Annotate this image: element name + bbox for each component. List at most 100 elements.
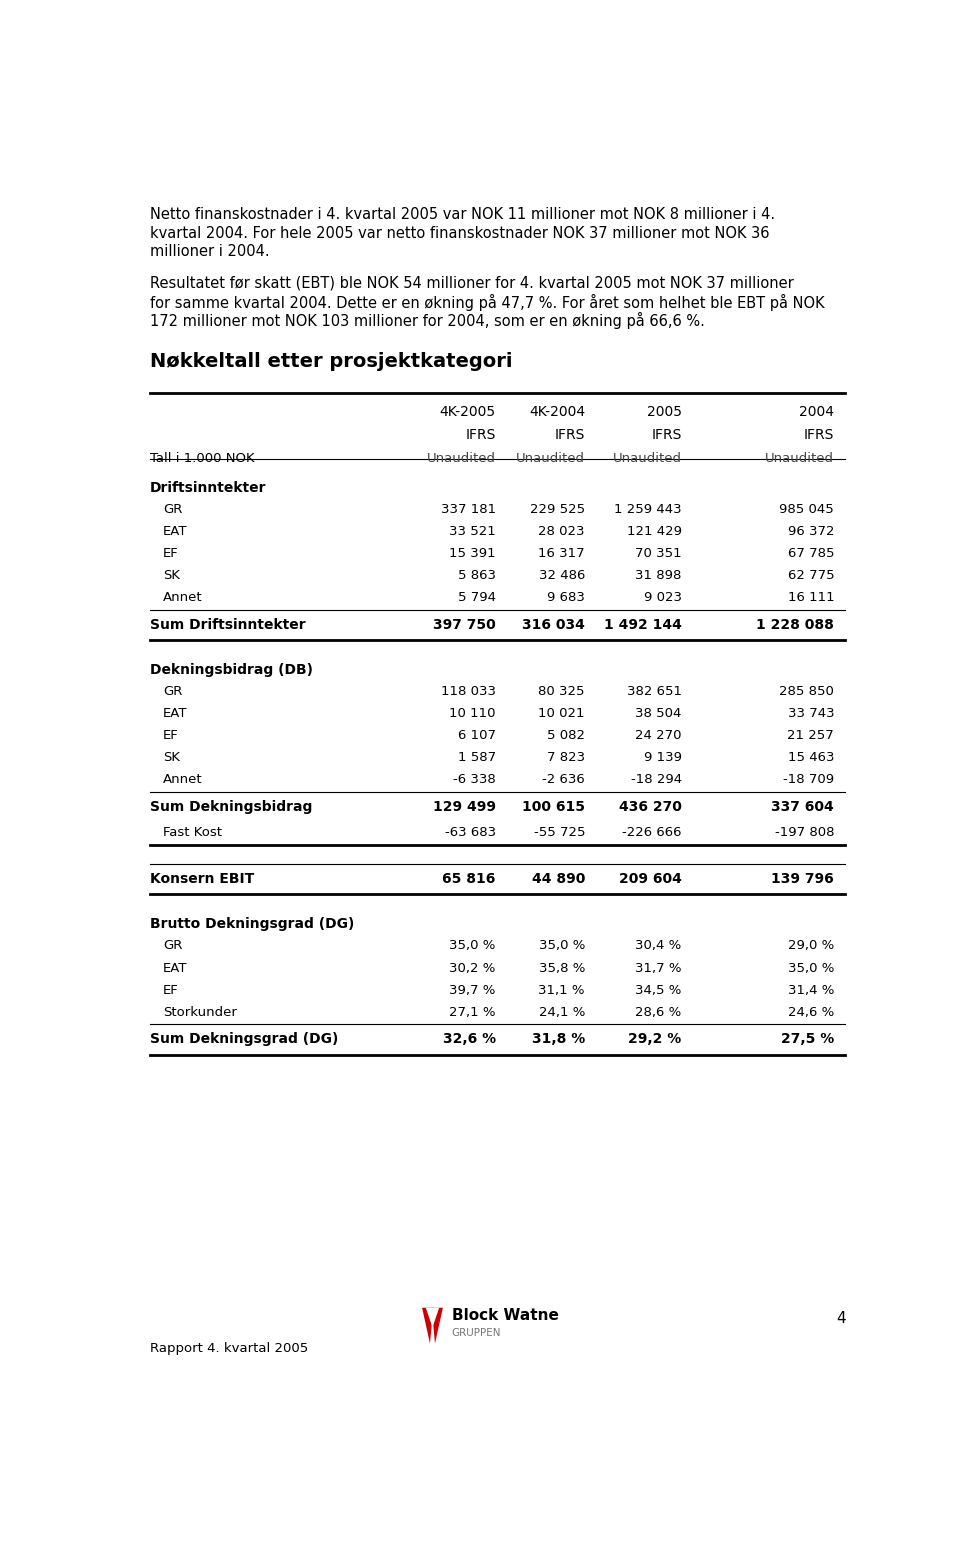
Text: Block Watne: Block Watne xyxy=(452,1307,559,1323)
Text: 35,8 %: 35,8 % xyxy=(539,962,585,975)
Text: 33 521: 33 521 xyxy=(449,524,495,538)
Text: IFRS: IFRS xyxy=(555,429,585,442)
Text: EF: EF xyxy=(163,729,179,743)
Text: 29,2 %: 29,2 % xyxy=(629,1032,682,1046)
Text: 67 785: 67 785 xyxy=(788,548,834,560)
Text: 9 023: 9 023 xyxy=(644,591,682,603)
Text: EAT: EAT xyxy=(163,707,187,721)
Text: 15 391: 15 391 xyxy=(449,548,495,560)
Text: for samme kvartal 2004. Dette er en økning på 47,7 %. For året som helhet ble EB: for samme kvartal 2004. Dette er en økni… xyxy=(150,294,825,311)
Text: Annet: Annet xyxy=(163,591,203,603)
Text: Unaudited: Unaudited xyxy=(426,452,495,466)
Text: -226 666: -226 666 xyxy=(622,826,682,840)
Text: SK: SK xyxy=(163,752,180,764)
Text: 29,0 %: 29,0 % xyxy=(788,939,834,953)
Text: 229 525: 229 525 xyxy=(530,503,585,515)
Text: 15 463: 15 463 xyxy=(788,752,834,764)
Text: 7 823: 7 823 xyxy=(547,752,585,764)
Text: -197 808: -197 808 xyxy=(775,826,834,840)
Text: Fast Kost: Fast Kost xyxy=(163,826,222,840)
Text: 4K-2005: 4K-2005 xyxy=(440,405,495,419)
Text: 38 504: 38 504 xyxy=(636,707,682,721)
Text: Unaudited: Unaudited xyxy=(612,452,682,466)
Text: 21 257: 21 257 xyxy=(787,729,834,743)
Text: 24 270: 24 270 xyxy=(636,729,682,743)
Text: 100 615: 100 615 xyxy=(522,800,585,814)
Text: Tall i 1.000 NOK: Tall i 1.000 NOK xyxy=(150,452,254,466)
Polygon shape xyxy=(422,1307,433,1343)
Text: Annet: Annet xyxy=(163,774,203,786)
Text: IFRS: IFRS xyxy=(466,429,495,442)
Text: Unaudited: Unaudited xyxy=(765,452,834,466)
Text: Storkunder: Storkunder xyxy=(163,1006,237,1018)
Text: 9 139: 9 139 xyxy=(644,752,682,764)
Text: 34,5 %: 34,5 % xyxy=(636,984,682,996)
Text: 1 228 088: 1 228 088 xyxy=(756,617,834,631)
Text: -63 683: -63 683 xyxy=(444,826,495,840)
Text: 24,6 %: 24,6 % xyxy=(788,1006,834,1018)
Text: 16 317: 16 317 xyxy=(539,548,585,560)
Text: IFRS: IFRS xyxy=(804,429,834,442)
Text: 24,1 %: 24,1 % xyxy=(539,1006,585,1018)
Text: GR: GR xyxy=(163,685,182,698)
Text: 33 743: 33 743 xyxy=(787,707,834,721)
Text: 382 651: 382 651 xyxy=(627,685,682,698)
Text: Sum Dekningsbidrag: Sum Dekningsbidrag xyxy=(150,800,312,814)
Text: Brutto Dekningsgrad (DG): Brutto Dekningsgrad (DG) xyxy=(150,917,354,931)
Text: 985 045: 985 045 xyxy=(780,503,834,515)
Text: 10 110: 10 110 xyxy=(449,707,495,721)
Text: 30,4 %: 30,4 % xyxy=(636,939,682,953)
Text: 31,8 %: 31,8 % xyxy=(532,1032,585,1046)
Text: Unaudited: Unaudited xyxy=(516,452,585,466)
Text: 5 863: 5 863 xyxy=(458,569,495,582)
Text: 70 351: 70 351 xyxy=(636,548,682,560)
Text: 4: 4 xyxy=(836,1312,846,1326)
Text: EF: EF xyxy=(163,984,179,996)
Text: 436 270: 436 270 xyxy=(619,800,682,814)
Text: 172 millioner mot NOK 103 millioner for 2004, som er en økning på 66,6 %.: 172 millioner mot NOK 103 millioner for … xyxy=(150,312,705,330)
Text: 2004: 2004 xyxy=(800,405,834,419)
Text: Rapport 4. kvartal 2005: Rapport 4. kvartal 2005 xyxy=(150,1343,308,1355)
Text: SK: SK xyxy=(163,569,180,582)
Text: 28 023: 28 023 xyxy=(539,524,585,538)
Text: 118 033: 118 033 xyxy=(441,685,495,698)
Text: 337 181: 337 181 xyxy=(441,503,495,515)
Text: GR: GR xyxy=(163,503,182,515)
Text: -18 709: -18 709 xyxy=(783,774,834,786)
Text: 139 796: 139 796 xyxy=(772,873,834,886)
Text: -6 338: -6 338 xyxy=(453,774,495,786)
Text: 5 794: 5 794 xyxy=(458,591,495,603)
Text: millioner i 2004.: millioner i 2004. xyxy=(150,244,270,258)
Text: -2 636: -2 636 xyxy=(542,774,585,786)
Text: Konsern EBIT: Konsern EBIT xyxy=(150,873,254,886)
Text: Nøkkeltall etter prosjektkategori: Nøkkeltall etter prosjektkategori xyxy=(150,353,513,371)
Text: 397 750: 397 750 xyxy=(433,617,495,631)
Polygon shape xyxy=(432,1307,443,1343)
Polygon shape xyxy=(426,1307,439,1327)
Text: 28,6 %: 28,6 % xyxy=(636,1006,682,1018)
Text: 31,1 %: 31,1 % xyxy=(539,984,585,996)
Text: Dekningsbidrag (DB): Dekningsbidrag (DB) xyxy=(150,664,313,678)
Text: 6 107: 6 107 xyxy=(458,729,495,743)
Text: 9 683: 9 683 xyxy=(547,591,585,603)
Text: EAT: EAT xyxy=(163,524,187,538)
Text: 2005: 2005 xyxy=(647,405,682,419)
Text: 31,7 %: 31,7 % xyxy=(636,962,682,975)
Text: 1 259 443: 1 259 443 xyxy=(614,503,682,515)
Text: 30,2 %: 30,2 % xyxy=(449,962,495,975)
Text: 1 492 144: 1 492 144 xyxy=(604,617,682,631)
Text: 337 604: 337 604 xyxy=(772,800,834,814)
Text: IFRS: IFRS xyxy=(651,429,682,442)
Text: GRUPPEN: GRUPPEN xyxy=(452,1329,501,1338)
Text: 96 372: 96 372 xyxy=(788,524,834,538)
Text: 316 034: 316 034 xyxy=(522,617,585,631)
Text: 32 486: 32 486 xyxy=(539,569,585,582)
Text: 35,0 %: 35,0 % xyxy=(539,939,585,953)
Text: 27,1 %: 27,1 % xyxy=(449,1006,495,1018)
Text: 35,0 %: 35,0 % xyxy=(788,962,834,975)
Text: 5 082: 5 082 xyxy=(547,729,585,743)
Text: 121 429: 121 429 xyxy=(627,524,682,538)
Text: 39,7 %: 39,7 % xyxy=(449,984,495,996)
Text: Resultatet før skatt (EBT) ble NOK 54 millioner for 4. kvartal 2005 mot NOK 37 m: Resultatet før skatt (EBT) ble NOK 54 mi… xyxy=(150,275,794,291)
Text: 32,6 %: 32,6 % xyxy=(443,1032,495,1046)
